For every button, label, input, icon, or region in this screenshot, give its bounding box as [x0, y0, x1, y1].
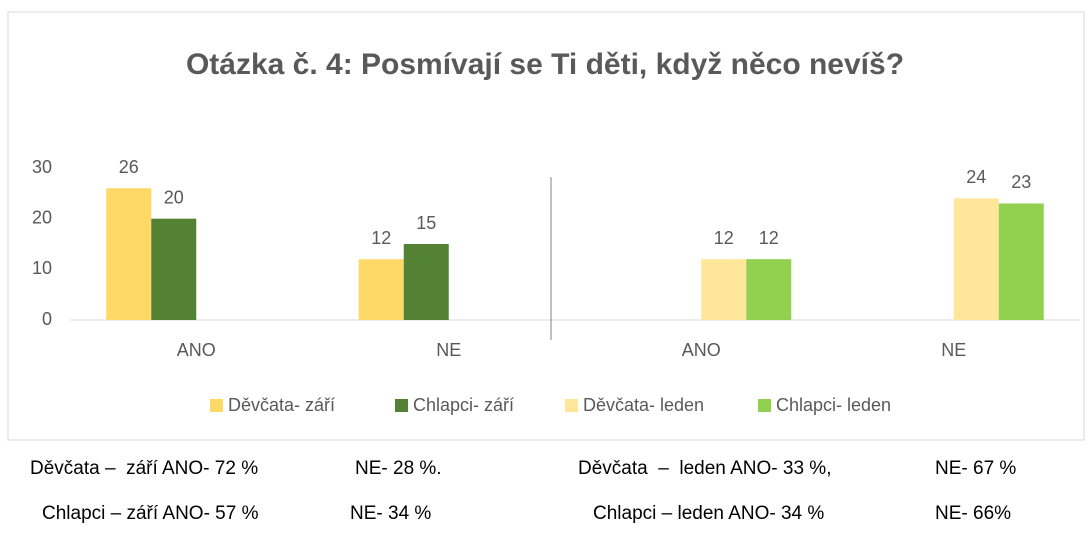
summary-text: NE- 28 %. [355, 458, 442, 479]
bar [358, 259, 404, 320]
value-label: 12 [759, 228, 779, 248]
x-tick-label: NE [436, 340, 461, 360]
x-tick-label: ANO [177, 340, 216, 360]
legend-swatch [395, 399, 408, 412]
summary-text: NE- 34 % [350, 503, 432, 524]
value-label: 12 [714, 228, 734, 248]
legend-label: Chlapci- leden [776, 395, 891, 415]
summary-text: NE- 67 % [935, 458, 1017, 479]
bar [701, 259, 747, 320]
y-tick-label: 0 [42, 309, 52, 329]
value-label: 20 [164, 187, 184, 207]
bar [403, 244, 449, 320]
value-label: 24 [966, 167, 986, 187]
bar [151, 218, 197, 320]
summary-text: Děvčata – leden ANO- 33 %, [578, 458, 832, 479]
summary-text: Chlapci – leden ANO- 34 % [593, 503, 825, 524]
value-label: 12 [371, 228, 391, 248]
bar [106, 188, 152, 320]
legend-label: Děvčata- září [228, 395, 335, 415]
value-label: 23 [1011, 172, 1031, 192]
chart-title: Otázka č. 4: Posmívají se Ti děti, když … [185, 48, 905, 81]
x-tick-label: NE [941, 340, 966, 360]
legend-label: Děvčata- leden [583, 395, 704, 415]
y-tick-label: 20 [32, 207, 52, 227]
y-tick-label: 30 [32, 157, 52, 177]
legend-swatch [758, 399, 771, 412]
summary-text: Děvčata – září ANO- 72 % [30, 458, 259, 479]
legend-label: Chlapci- září [413, 395, 514, 415]
bar [953, 198, 999, 320]
bar [746, 259, 792, 320]
x-tick-label: ANO [682, 340, 721, 360]
summary-text: Chlapci – září ANO- 57 % [42, 503, 259, 524]
bar [998, 203, 1044, 320]
value-label: 15 [416, 213, 436, 233]
y-tick-label: 10 [32, 258, 52, 278]
legend-swatch [565, 399, 578, 412]
value-label: 26 [119, 157, 139, 177]
summary-text: NE- 66% [935, 503, 1012, 524]
legend-swatch [210, 399, 223, 412]
